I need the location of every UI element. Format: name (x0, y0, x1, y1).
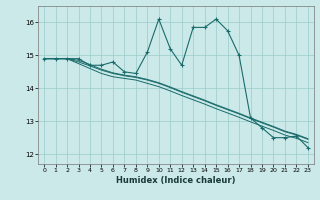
X-axis label: Humidex (Indice chaleur): Humidex (Indice chaleur) (116, 176, 236, 185)
